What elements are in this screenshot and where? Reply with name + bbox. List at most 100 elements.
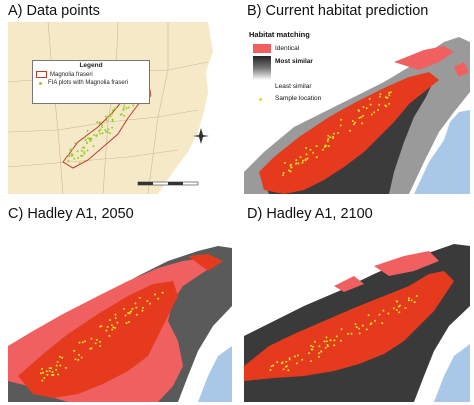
sample-location-dot (362, 114, 365, 117)
sample-location-dot (135, 306, 138, 309)
sample-location-dot (333, 344, 336, 347)
legend-b-keys: Identical Most similar Least similar Sam… (249, 40, 341, 118)
sample-location-dot (297, 162, 300, 165)
sample-location-dot (45, 370, 48, 373)
sample-location-dot (101, 126, 104, 129)
sample-location-dot (310, 348, 313, 351)
sample-location-dot (282, 368, 285, 371)
sample-location-dot (157, 297, 160, 300)
sample-location-dot (51, 373, 53, 376)
legend-b: Habitat matching (249, 30, 341, 39)
sample-location-dot (272, 364, 275, 367)
sample-location-dot (109, 132, 111, 135)
sample-location-dot (104, 129, 107, 131)
sample-location-dot (327, 134, 330, 137)
map-panel-b: Habitat matching (244, 22, 470, 194)
sample-location-dot (111, 120, 114, 123)
sample-location-dot (61, 356, 64, 359)
sample-location-dot (313, 340, 316, 343)
sample-location-dot (123, 105, 126, 108)
sample-location-dot (360, 116, 363, 119)
sample-location-dot (320, 350, 323, 353)
sample-location-dot (389, 91, 392, 94)
sample-location-dot (310, 344, 312, 347)
sample-location-dot (108, 334, 111, 337)
similarity-gradient-icon (253, 56, 271, 80)
sample-location-dot (101, 124, 104, 127)
sample-location-dot (73, 157, 76, 160)
sample-location-dot (365, 328, 368, 331)
legend-a: Legend Magnolia fraseri FIA plots with M… (32, 60, 150, 104)
identical-swatch-icon (253, 44, 271, 53)
sample-location-dot (138, 296, 141, 299)
sample-location-dot (312, 151, 315, 154)
sample-location-dot (315, 156, 318, 159)
sample-location-dot (78, 162, 81, 165)
sample-location-dot (361, 324, 364, 327)
sample-location-dot (106, 325, 109, 328)
sample-location-dot (352, 123, 355, 126)
sample-location-dot (385, 105, 388, 108)
sample-location-dot (161, 291, 164, 294)
sample-location-dot (295, 362, 298, 365)
sample-location-dot (332, 132, 335, 135)
sample-location-dot (78, 341, 81, 344)
legend-a-item-range: Magnolia fraseri (36, 71, 149, 78)
sample-location-dot (90, 337, 93, 340)
sample-location-dot (128, 320, 130, 323)
legend-a-item1-label: Magnolia fraseri (50, 71, 93, 78)
sample-location-dot (318, 355, 320, 358)
sample-location-dot (358, 109, 361, 112)
sample-location-dot (42, 371, 45, 374)
scale-bar (137, 181, 199, 186)
sample-location-dot (293, 355, 296, 358)
sample-location-dot (321, 148, 324, 151)
sample-location-dot (378, 313, 381, 316)
sample-location-dot (288, 169, 290, 172)
sample-location-dot (315, 145, 318, 148)
sample-location-dot (51, 371, 54, 374)
sample-location-dot (318, 352, 321, 355)
sample-location-dot (392, 307, 395, 310)
sample-location-dot (94, 342, 97, 345)
sample-location-dot (378, 103, 381, 106)
sample-location-dot (326, 345, 329, 348)
sample-location-dot (112, 326, 115, 329)
sample-location-dot (312, 345, 314, 348)
sample-location-dot (99, 345, 102, 348)
map-panel-a: Legend Magnolia fraseri FIA plots with M… (8, 22, 228, 194)
sample-location-dot (43, 377, 46, 379)
sample-location-dot (100, 325, 103, 328)
sample-location-dot (85, 141, 88, 144)
sample-location-dot (378, 95, 381, 98)
sample-location-dot (148, 302, 151, 305)
sample-location-dot (354, 121, 357, 124)
sample-location-dot (154, 293, 156, 296)
sample-location-dot (111, 118, 114, 121)
sample-location-dot (74, 142, 77, 145)
sample-location-dot (106, 131, 109, 133)
sample-location-dot (98, 121, 101, 124)
sample-location-dot (329, 339, 332, 342)
sample-location-dot (332, 137, 335, 140)
sample-location-dot (55, 364, 58, 367)
panel-b-title: B) Current habitat prediction (247, 3, 429, 19)
sample-location-dot (285, 360, 288, 363)
north-arrow-icon (193, 128, 209, 144)
sample-location-dot (355, 326, 358, 329)
legend-a-title: Legend (79, 62, 103, 69)
sample-location-dot (318, 345, 321, 348)
sample-location-dot (81, 341, 84, 344)
sample-location-dot (76, 150, 79, 153)
sample-location-dot (324, 346, 327, 349)
panel-c-title: C) Hadley A1, 2050 (8, 206, 134, 222)
sample-location-dot (369, 323, 372, 326)
sample-location-dot (282, 172, 285, 174)
sample-location-dot (269, 369, 272, 371)
sample-location-dot (122, 107, 125, 110)
sample-location-dot (81, 155, 84, 157)
sample-location-dot (301, 161, 304, 164)
sample-location-dot (74, 358, 77, 361)
sample-location-dot (80, 356, 83, 359)
sample-location-dot (295, 159, 298, 162)
